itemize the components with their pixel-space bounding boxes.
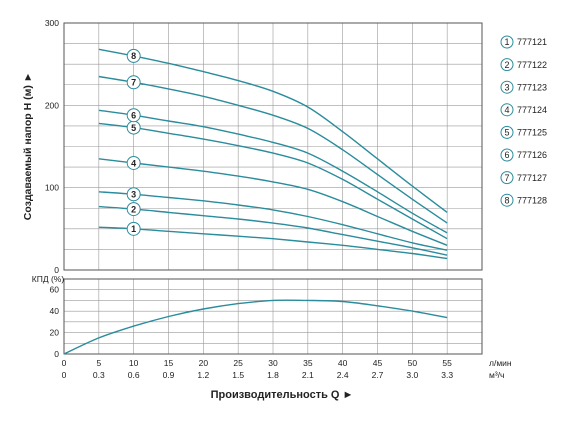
curve-marker-7 [126, 75, 141, 90]
legend-marker-label: 6 [504, 150, 509, 160]
curve-marker-4 [126, 155, 141, 170]
x-m3h-tick-label: 0.6 [128, 370, 140, 380]
legend-entry-4: 777124 [517, 105, 547, 115]
head-y-tick-label: 100 [45, 183, 59, 193]
head-chart-frame [63, 22, 483, 271]
efficiency-y-tick-label: 20 [50, 328, 60, 338]
curve-marker-label: 5 [131, 123, 136, 133]
legend-marker-8 [500, 193, 514, 207]
curve-marker-1 [126, 221, 141, 236]
curve-marker-label: 3 [131, 190, 136, 200]
curve-marker-6 [126, 108, 141, 123]
x-lpm-tick-label: 0 [62, 358, 67, 368]
x-axis-m3h-unit: м³/ч [489, 370, 504, 380]
x-m3h-tick-label: 3.3 [441, 370, 453, 380]
x-m3h-tick-label: 1.5 [232, 370, 244, 380]
x-lpm-tick-label: 10 [129, 358, 139, 368]
efficiency-y-axis-label: КПД (%) [32, 274, 65, 284]
x-axis-label: Производительность Q ► [211, 389, 354, 401]
legend-marker-3 [500, 80, 514, 94]
head-curve-5 [98, 122, 448, 240]
x-lpm-tick-label: 25 [233, 358, 243, 368]
legend-marker-label: 1 [504, 37, 509, 47]
curve-marker-label: 2 [131, 204, 136, 214]
legend-marker-label: 3 [504, 82, 509, 92]
efficiency-y-tick-label: 60 [50, 285, 60, 295]
legend-marker-4 [500, 103, 514, 117]
head-markers: 1 2 3 4 5 6 7 8 [126, 48, 141, 236]
efficiency-chart-frame [63, 278, 483, 355]
x-lpm-tick-label: 45 [373, 358, 383, 368]
x-lpm-tick-label: 5 [96, 358, 101, 368]
x-lpm-tick-label: 40 [338, 358, 348, 368]
legend-marker-label: 2 [504, 60, 509, 70]
x-axis-lpm-unit: л/мин [489, 358, 512, 368]
curve-marker-label: 6 [131, 111, 136, 121]
curve-marker-3 [126, 187, 141, 202]
head-y-tick-label: 300 [45, 18, 59, 28]
head-curve-1 [98, 226, 448, 260]
legend-marker-7 [500, 171, 514, 185]
head-y-tick-label: 200 [45, 100, 59, 110]
legend-entry-6: 777126 [517, 150, 547, 160]
head-curve-3 [98, 191, 448, 251]
legend-entry-2: 777122 [517, 60, 547, 70]
legend-marker-6 [500, 148, 514, 162]
x-lpm-tick-label: 35 [303, 358, 313, 368]
head-y-tick-label: 0 [54, 265, 59, 275]
legend-marker-1 [500, 35, 514, 49]
head-curve-7 [98, 75, 448, 224]
curve-marker-label: 8 [131, 51, 136, 61]
legend-entry-7: 777127 [517, 173, 547, 183]
legend-entry-5: 777125 [517, 128, 547, 138]
head-chart-grid [64, 23, 482, 270]
x-m3h-tick-label: 2.1 [302, 370, 314, 380]
head-curve-4 [98, 158, 448, 246]
legend-marker-label: 7 [504, 173, 509, 183]
curve-marker-label: 7 [131, 78, 136, 88]
x-lpm-tick-label: 20 [199, 358, 209, 368]
legend-marker-2 [500, 58, 514, 72]
legend: 1 777121 2 777122 3 777123 4 777124 5 777125 6 7771… [500, 35, 547, 207]
x-lpm-tick-label: 15 [164, 358, 174, 368]
head-curves [98, 48, 448, 260]
head-y-axis-label: Создаваемый напор H (м) ► [22, 72, 34, 220]
x-m3h-tick-label: 1.8 [267, 370, 279, 380]
x-m3h-tick-label: 3.0 [406, 370, 418, 380]
x-m3h-tick-label: 0.3 [93, 370, 105, 380]
x-m3h-tick-label: 0.9 [163, 370, 175, 380]
x-axis-m3h-ticks: 0 0.3 0.6 0.9 1.2 1.5 1.8 2.1 2.4 2.7 3.0 3.3 [62, 370, 454, 380]
efficiency-y-ticks: 0 20 40 60 [50, 285, 60, 359]
legend-marker-label: 5 [504, 128, 509, 138]
legend-marker-label: 8 [504, 195, 509, 205]
x-m3h-tick-label: 0 [62, 370, 67, 380]
x-m3h-tick-label: 2.7 [372, 370, 384, 380]
x-axis-lpm-ticks: 0 5 10 15 20 25 30 35 40 45 50 55 [62, 358, 453, 368]
curve-marker-2 [126, 202, 141, 217]
curve-marker-8 [126, 48, 141, 63]
curve-marker-label: 4 [131, 158, 136, 168]
x-m3h-tick-label: 2.4 [337, 370, 349, 380]
x-m3h-tick-label: 1.2 [197, 370, 209, 380]
legend-entry-8: 777128 [517, 195, 547, 205]
legend-entry-3: 777123 [517, 82, 547, 92]
x-lpm-tick-label: 30 [268, 358, 278, 368]
efficiency-chart-grid [64, 279, 482, 354]
head-y-ticks: 0 100 200 300 [45, 18, 59, 275]
legend-marker-5 [500, 125, 514, 139]
efficiency-y-tick-label: 0 [54, 349, 59, 359]
x-lpm-tick-label: 50 [408, 358, 418, 368]
head-curve-6 [98, 109, 448, 234]
legend-marker-label: 4 [504, 105, 509, 115]
head-curve-2 [98, 205, 448, 256]
x-lpm-tick-label: 55 [442, 358, 452, 368]
head-curve-8 [98, 48, 448, 213]
curve-marker-label: 1 [131, 224, 136, 234]
efficiency-curve [63, 299, 448, 355]
efficiency-y-tick-label: 40 [50, 306, 60, 316]
legend-entry-1: 777121 [517, 37, 547, 47]
